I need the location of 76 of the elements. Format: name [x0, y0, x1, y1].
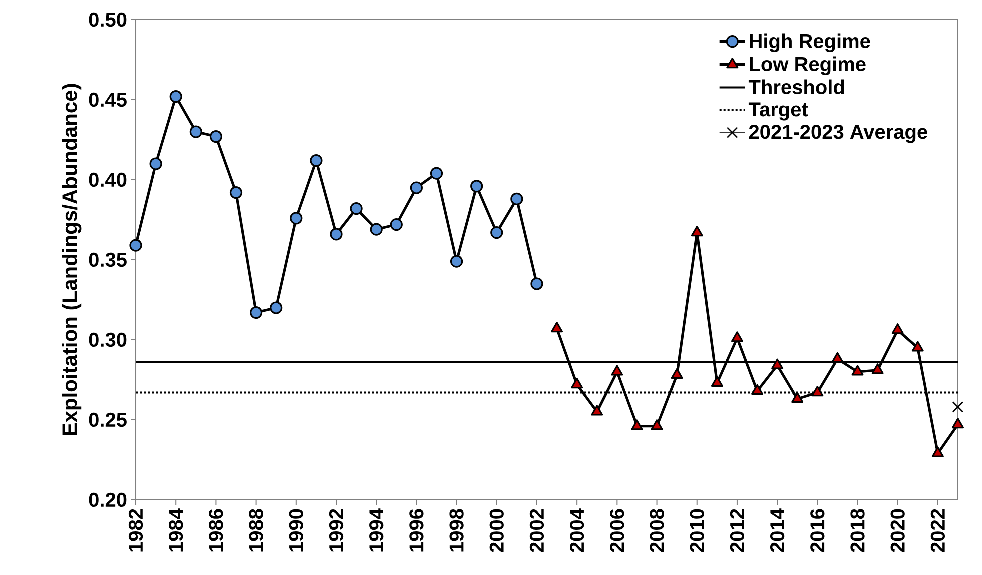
y-axis-title: Exploitation (Landings/Abundance): [62, 84, 82, 436]
x-tick-label: 2020: [890, 509, 905, 552]
point: [230, 186, 243, 200]
point: [872, 364, 884, 374]
point: [330, 228, 343, 241]
point: [390, 218, 403, 232]
point: [170, 90, 182, 104]
point: [370, 223, 383, 236]
y-tick-label: 0.30: [89, 332, 127, 348]
x-tick-label: 2006: [610, 509, 624, 552]
y-tick-label: 0.45: [89, 92, 127, 108]
point: [832, 352, 844, 363]
point: [752, 384, 764, 395]
legend-label: Threshold: [748, 80, 844, 94]
point: [270, 302, 283, 314]
x-tick-label: 2014: [770, 508, 785, 552]
point: [150, 158, 162, 170]
legend-label: Low Regime: [750, 56, 866, 76]
point: [671, 368, 684, 379]
legend-label: 2021-2023 Average: [749, 125, 928, 144]
point: [792, 392, 804, 403]
point: [731, 332, 744, 342]
legend-label: High Regime: [750, 34, 870, 53]
point: [510, 192, 524, 206]
point: [350, 202, 363, 216]
point: [470, 180, 484, 193]
x-tick-label: 2000: [490, 509, 504, 552]
point: [711, 376, 724, 387]
x-tick-label: 1994: [370, 508, 384, 552]
x-tick-label: 1982: [128, 509, 144, 552]
point: [430, 167, 444, 180]
x-tick-label: 1996: [410, 509, 424, 552]
x-tick-label: 2008: [650, 509, 664, 552]
point: [952, 418, 964, 429]
point: [651, 420, 664, 430]
point: [130, 239, 142, 252]
y-tick-label: 0.35: [89, 252, 127, 268]
x-tick-label: 1990: [289, 509, 304, 552]
y-tick-label: 0.50: [89, 12, 127, 28]
x-tick-label: 2004: [570, 508, 584, 552]
point: [892, 324, 904, 334]
x-tick-label: 1988: [249, 509, 264, 552]
point: [691, 226, 704, 237]
point: [551, 322, 564, 333]
x-tick-label: 1998: [450, 509, 464, 552]
point: [631, 420, 644, 430]
point: [310, 154, 323, 168]
x-tick-label: 2010: [690, 509, 704, 552]
point: [490, 226, 504, 240]
point: [450, 255, 464, 268]
point: [530, 278, 544, 290]
x-tick-label: 1984: [169, 508, 184, 552]
point: [932, 446, 944, 458]
x-tick-label: 2018: [850, 509, 865, 552]
point: [571, 378, 584, 389]
point: [772, 358, 784, 370]
point: [290, 212, 303, 225]
point: [912, 341, 924, 352]
x-tick-label: 2012: [730, 509, 745, 552]
point: [190, 126, 202, 138]
y-tick-label: 0.20: [89, 492, 127, 508]
x-tick-label: 2022: [930, 509, 946, 552]
x-tick-label: 2002: [530, 509, 544, 552]
legend-label: Target: [748, 102, 808, 121]
point: [210, 130, 223, 144]
point: [591, 405, 604, 416]
y-tick-label: 0.40: [89, 172, 127, 188]
point: [410, 182, 423, 194]
y-tick-label: 0.25: [89, 412, 127, 428]
x-tick-label: 1986: [209, 509, 224, 552]
point: [611, 365, 624, 376]
point: [250, 306, 263, 320]
x-tick-label: 2016: [810, 509, 825, 552]
point: [812, 386, 824, 397]
point: [852, 365, 864, 376]
x-tick-label: 1992: [329, 509, 344, 552]
